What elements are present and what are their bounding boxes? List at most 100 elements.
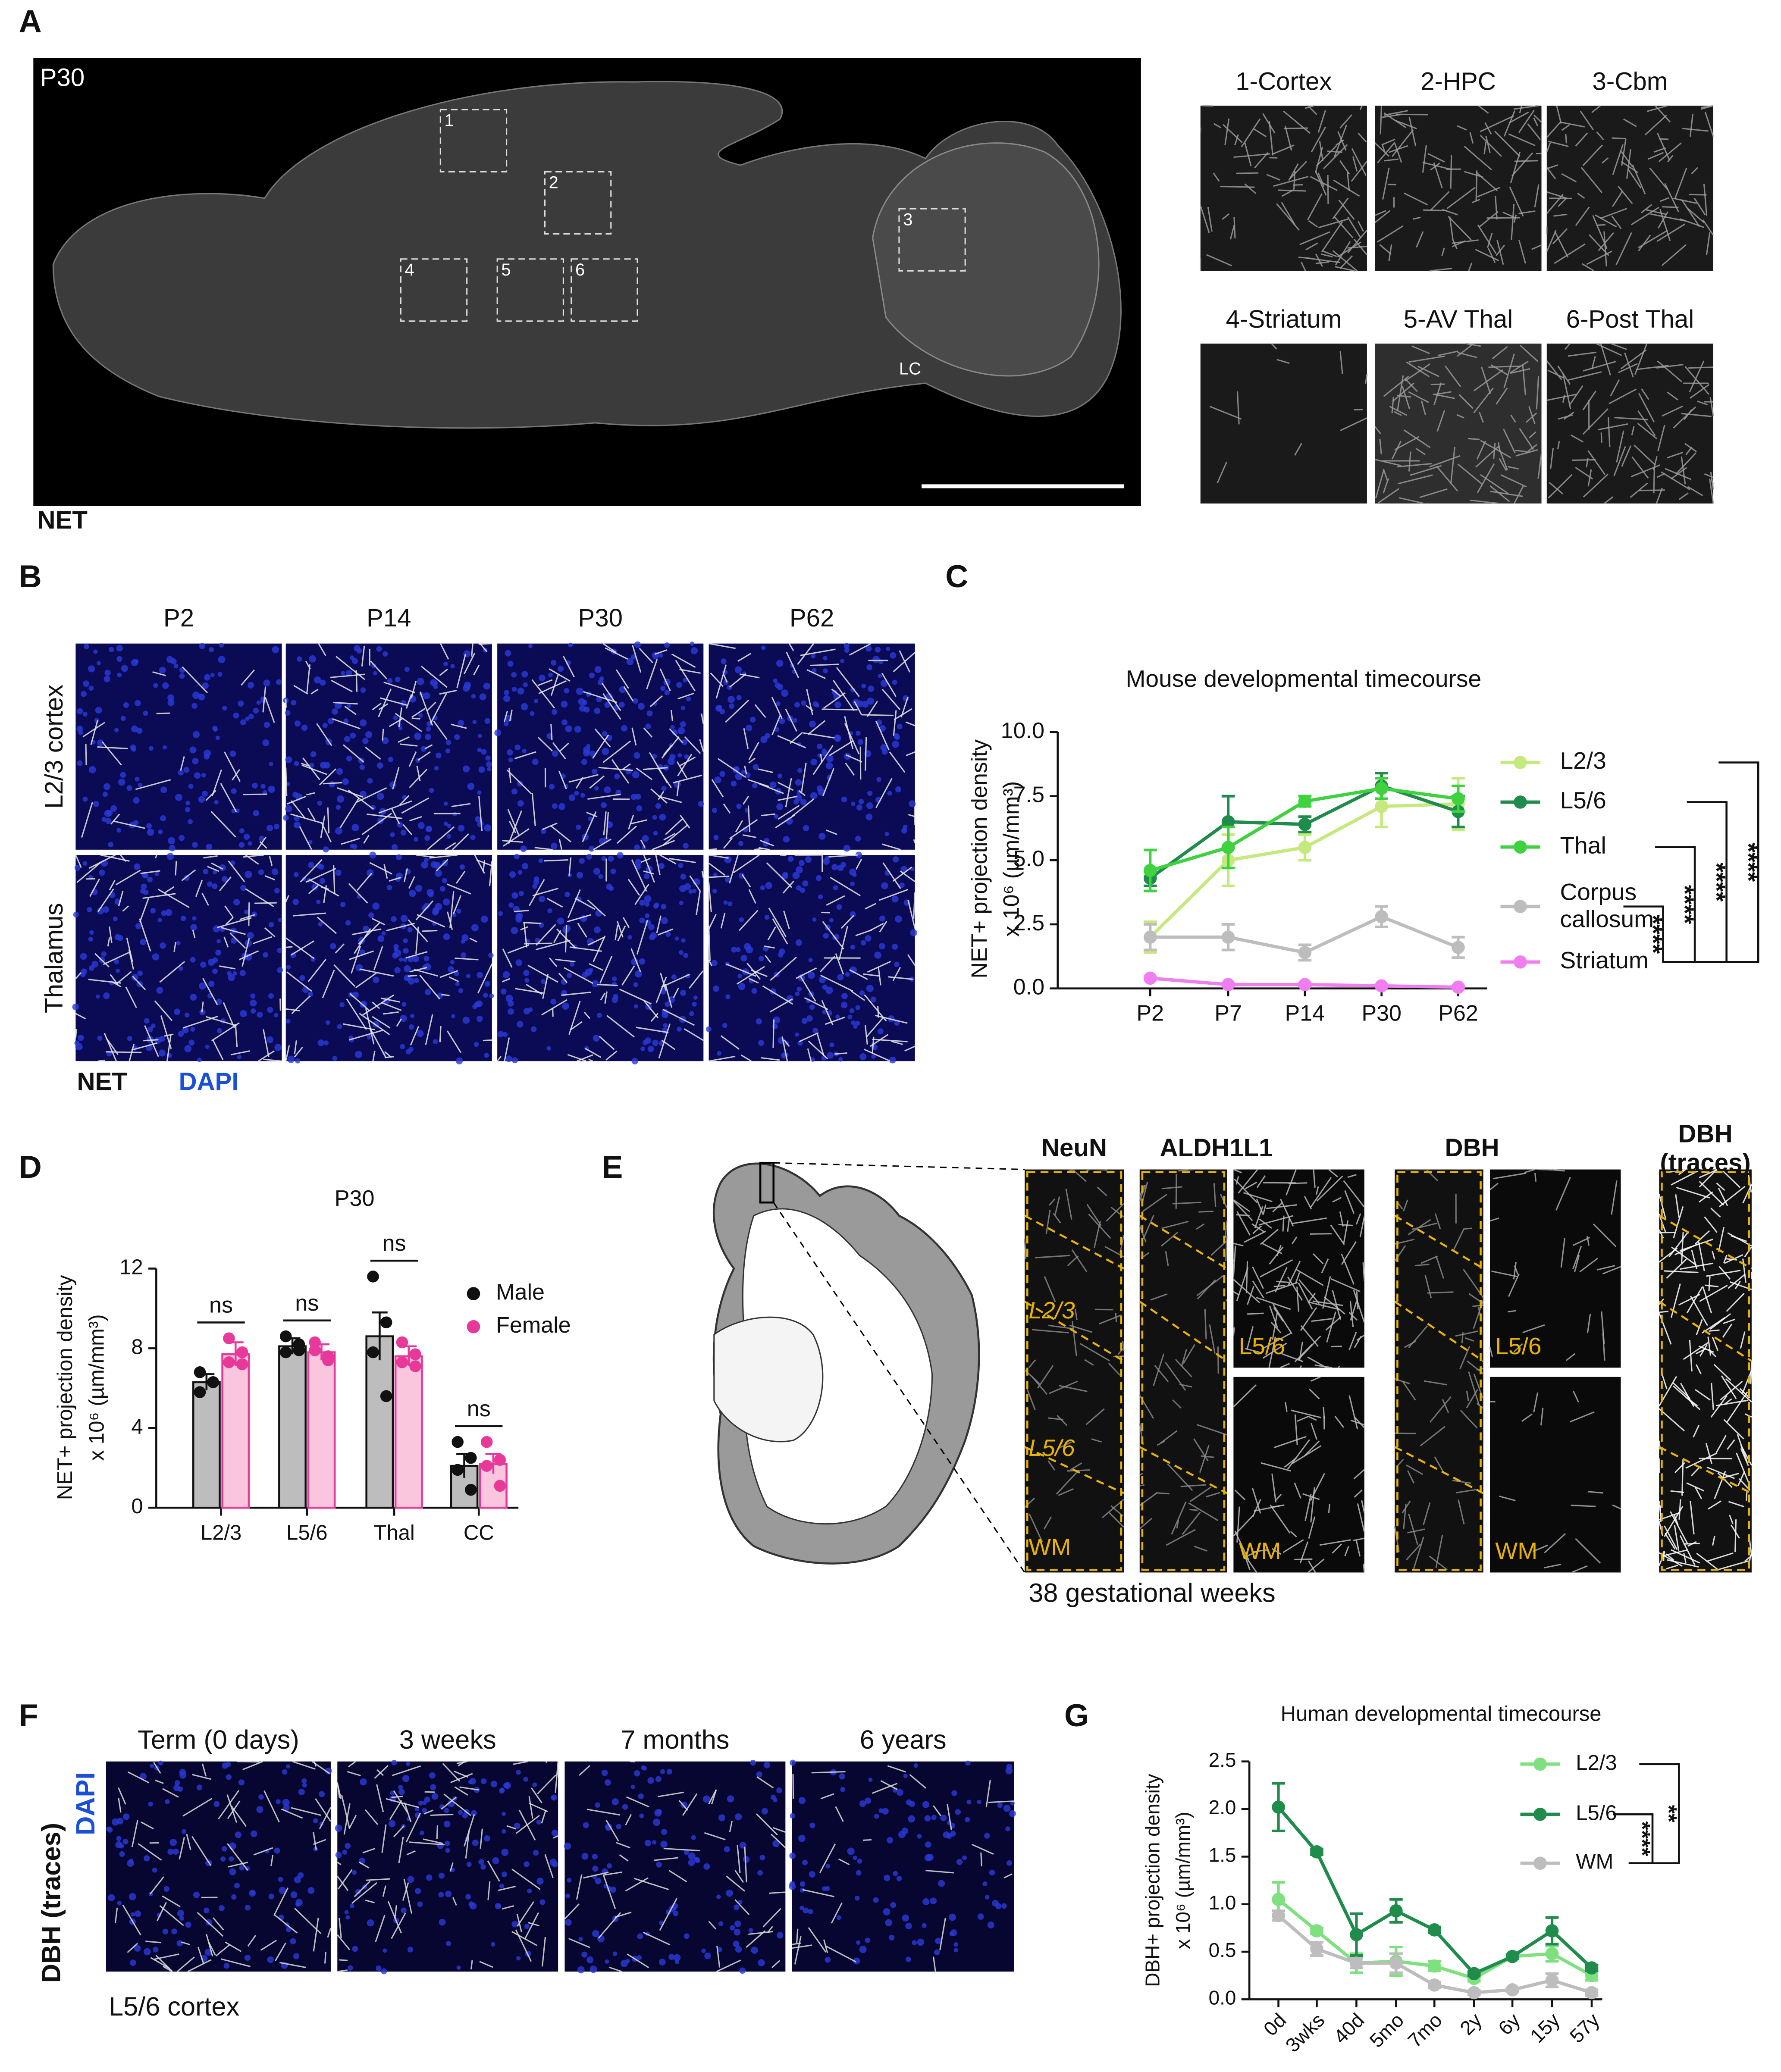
nucleus (908, 1815, 915, 1823)
nucleus (902, 1915, 909, 1922)
fiber (1331, 1346, 1342, 1347)
nucleus (439, 1873, 445, 1879)
fiber (98, 1060, 105, 1061)
nucleus (478, 767, 485, 773)
nucleus (204, 674, 210, 681)
nucleus (433, 907, 439, 914)
fiber (524, 943, 552, 944)
nucleus (677, 753, 682, 757)
nucleus (114, 728, 119, 732)
nucleus (524, 1924, 530, 1929)
nucleus (802, 1860, 808, 1865)
nucleus (878, 1808, 883, 1813)
nucleus (360, 720, 367, 726)
nucleus (104, 676, 110, 682)
nucleus (117, 1818, 124, 1825)
fiber (1709, 1330, 1719, 1331)
data-point (465, 1484, 477, 1496)
y-tick-label: 0.0 (1013, 974, 1044, 999)
nucleus (256, 1806, 263, 1813)
nucleus (116, 645, 123, 651)
significance-label: **** (1703, 863, 1731, 902)
nucleus (602, 731, 607, 736)
nucleus (866, 802, 873, 809)
data-point (1585, 1986, 1599, 2000)
nucleus (524, 1008, 530, 1014)
nucleus (423, 956, 429, 961)
nucleus (120, 772, 126, 778)
nucleus (456, 908, 461, 914)
fiber (75, 1029, 76, 1038)
nucleus (903, 825, 907, 829)
nucleus (1009, 1810, 1016, 1817)
nucleus (653, 831, 658, 836)
nucleus (73, 912, 79, 917)
nucleus (415, 885, 422, 892)
nucleus (190, 957, 196, 963)
nucleus (688, 1853, 696, 1860)
nucleus (481, 749, 486, 754)
nucleus (645, 913, 649, 918)
nucleus (274, 824, 279, 829)
nucleus (450, 960, 455, 964)
layer-label: L5/6 (1239, 1333, 1285, 1359)
nucleus (87, 907, 92, 912)
nucleus (597, 1013, 602, 1018)
nucleus (75, 865, 81, 871)
nucleus (534, 876, 539, 882)
nucleus (727, 1795, 734, 1802)
nucleus (810, 792, 818, 799)
nucleus (176, 1940, 182, 1946)
nucleus (134, 659, 138, 664)
data-point (1144, 972, 1157, 985)
nucleus (868, 1778, 872, 1782)
nucleus (688, 1859, 695, 1866)
nucleus (739, 917, 744, 923)
data-point (1144, 930, 1157, 944)
layer-label: WM (1028, 1534, 1071, 1560)
nucleus (580, 793, 585, 798)
nucleus (188, 1039, 194, 1045)
nucleus (222, 706, 227, 710)
nucleus (859, 1946, 866, 1953)
nucleus (552, 751, 558, 757)
nucleus (673, 1911, 678, 1916)
nucleus (841, 993, 848, 999)
nucleus (212, 958, 218, 963)
nucleus (953, 1942, 958, 1947)
nucleus (320, 762, 327, 769)
nucleus (117, 935, 123, 941)
nucleus (251, 1008, 256, 1014)
nucleus (352, 658, 358, 664)
nucleus (721, 658, 726, 664)
nucleus (653, 1818, 660, 1826)
nucleus (552, 1830, 558, 1836)
nucleus (144, 1018, 150, 1023)
nucleus (474, 1042, 479, 1047)
nucleus (116, 969, 120, 973)
nucleus (285, 710, 291, 716)
nucleus (592, 769, 597, 774)
nucleus (645, 1840, 651, 1846)
inset-title: 4-Striatum (1226, 305, 1342, 333)
nucleus (569, 795, 575, 801)
nucleus (884, 1875, 890, 1881)
nucleus (793, 718, 797, 723)
nucleus (291, 700, 297, 705)
nucleus (534, 699, 538, 703)
nucleus (285, 1019, 290, 1023)
nucleus (795, 992, 800, 996)
legend-label: Striatum (1560, 947, 1648, 973)
nucleus (392, 844, 398, 850)
nucleus (838, 1057, 843, 1062)
nucleus (161, 911, 167, 916)
nucleus (636, 805, 642, 811)
bar (395, 1356, 422, 1508)
nucleus (133, 797, 140, 804)
y-tick-label: 0.5 (1209, 1939, 1236, 1961)
nucleus (205, 1045, 210, 1049)
nucleus (417, 1901, 423, 1907)
nucleus (703, 1795, 710, 1803)
y-axis-label: NET+ projection density (967, 739, 992, 979)
